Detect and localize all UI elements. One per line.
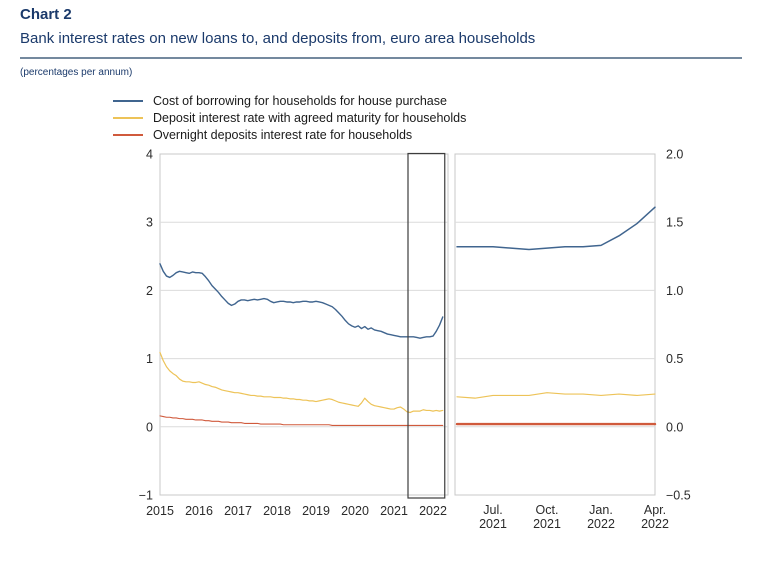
plot-panel-recent-zoom [454,153,656,496]
series-line-overnight-deposits [159,415,444,426]
x-tick-label: 2020 [341,504,369,518]
x-tick-label: 2022 [419,504,447,518]
y-tick-label: −0.5 [666,489,691,503]
x-tick-label: 2018 [263,504,291,518]
x-tick-label: 2019 [302,504,330,518]
legend-item-overnight-deposits: Overnight deposits interest rate for hou… [113,126,466,143]
chart-title: Bank interest rates on new loans to, and… [20,30,536,47]
y-tick-label: 1.0 [666,284,683,298]
x-tick-label: Apr. 2022 [641,503,669,531]
legend-label: Overnight deposits interest rate for hou… [153,127,413,142]
series-line-deposit-agreed-maturity [456,392,656,399]
x-tick-label: 2017 [224,504,252,518]
legend-label: Cost of borrowing for households for hou… [153,93,447,108]
y-tick-label: 0 [146,420,153,434]
series-line-house-purchase [456,206,656,251]
plot-panel-full-period [159,153,449,496]
x-tick-label: 2015 [146,504,174,518]
y-tick-label: 4 [146,148,153,162]
y-tick-label: −1 [139,489,153,503]
x-tick-label: Jan. 2022 [587,503,615,531]
legend-item-house-purchase: Cost of borrowing for households for hou… [113,92,466,109]
y-tick-label: 2.0 [666,148,683,162]
y-tick-label: 0.5 [666,352,683,366]
x-tick-label: Jul. 2021 [479,503,507,531]
y-tick-label: 1 [146,352,153,366]
y-tick-label: 0.0 [666,420,683,434]
series-line-house-purchase [159,263,444,339]
title-divider [20,57,742,59]
unit-note: (percentages per annum) [20,67,133,78]
chart-header: Chart 2 Bank interest rates on new loans… [20,6,742,78]
legend-line-swatch-house-purchase [113,99,143,102]
legend-line-swatch-deposit-agreed-maturity [113,116,143,119]
legend-line-swatch-overnight-deposits [113,133,143,136]
highlight-window-box [407,152,446,499]
x-tick-label: Oct. 2021 [533,503,561,531]
series-line-deposit-agreed-maturity [159,351,444,414]
chart-number-label: Chart 2 [20,6,72,23]
y-tick-label: 2 [146,284,153,298]
x-tick-label: 2021 [380,504,408,518]
x-tick-label: 2016 [185,504,213,518]
legend-label: Deposit interest rate with agreed maturi… [153,110,467,125]
legend-item-deposit-agreed-maturity: Deposit interest rate with agreed maturi… [113,109,466,126]
y-tick-label: 3 [146,216,153,230]
chart-legend: Cost of borrowing for households for hou… [113,92,466,143]
y-tick-label: 1.5 [666,216,683,230]
